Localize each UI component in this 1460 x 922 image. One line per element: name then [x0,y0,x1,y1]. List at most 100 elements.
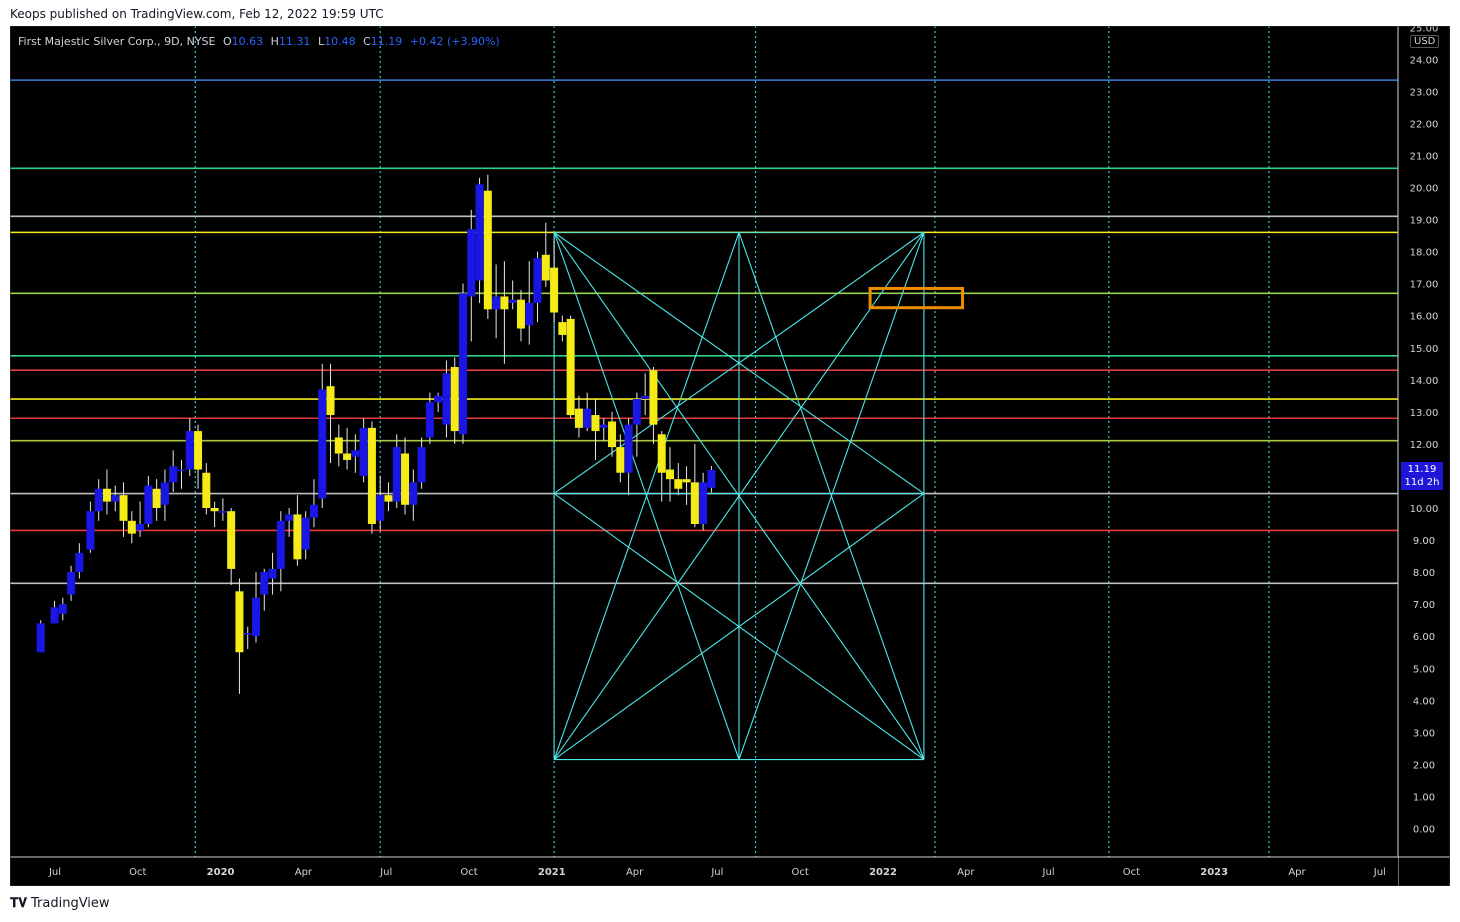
candle-body [169,466,178,483]
candle [690,443,699,528]
candle [657,431,666,502]
candle-body [425,402,434,438]
candle-body [500,296,509,310]
candle-body [442,373,451,425]
low-value: 10.48 [324,35,356,48]
time-tick-label: 2022 [869,867,897,878]
candle [666,447,674,502]
candle-body [467,229,476,297]
candle-body [682,479,691,483]
candle-body [260,572,269,595]
candle [492,264,501,339]
candle-body [608,421,617,448]
candle [384,482,393,512]
chart-frame[interactable]: 0.00 1.00 2.00 3.00 4.00 5.00 6.00 7.00 8.00 9.00… [10,26,1450,886]
candle-body [533,258,542,303]
price-tick-label: 8.00 [1413,568,1435,579]
time-axis: Jul Oct 2020 Apr Jul Oct 2021 Apr Jul Oct 2022 Apr J… [10,26,1450,886]
price-tick-label: 9.00 [1413,536,1435,547]
candle [392,434,401,508]
candle [682,466,691,505]
candle [285,508,294,537]
candle-body [218,511,227,513]
candle [624,418,633,496]
candle-body [285,514,294,521]
candle-body [252,597,260,637]
candle-body [583,408,592,428]
close-label: C [363,35,371,48]
candle-body [541,254,550,281]
candle [276,511,285,592]
candle-body [475,184,484,281]
candle [516,290,525,342]
price-tick-label: 10.00 [1410,504,1439,515]
price-tick-label: 25.00 [1410,26,1439,34]
candle-body [459,293,467,435]
candle [334,424,343,467]
candle [210,501,219,528]
candle [699,472,708,531]
open-label: O [222,35,232,48]
candle [459,283,467,444]
candle [608,411,617,457]
candle-body [202,472,211,508]
candle [707,466,716,493]
candle [127,511,136,544]
candle-body [417,447,426,483]
candle [144,475,153,528]
candlestick-chart[interactable]: 0.00 1.00 2.00 3.00 4.00 5.00 6.00 7.00 8.00 9.00… [10,26,1450,886]
candle-body [450,366,459,432]
candle-body [152,488,161,508]
candle-body [516,299,525,329]
candle-body [632,399,641,425]
candle-body [293,514,302,560]
price-tick-label: 20.00 [1410,184,1439,195]
candle-body [177,469,186,472]
candle [252,572,260,643]
candle-body [492,296,501,310]
time-tick-label: Jul [379,867,392,878]
target-box [868,286,965,310]
price-tick-label: 18.00 [1410,248,1439,259]
fib-line [738,232,925,760]
candle-body [674,479,683,489]
tradingview-logo-icon: 𝐓𝐕 [10,896,27,911]
candle [194,424,203,489]
candle [326,363,335,464]
candle-body [210,508,219,512]
candle-body [50,607,59,624]
candle [632,392,641,457]
candle-body [392,447,401,502]
high-label: H [270,35,279,48]
price-axis-background [1398,26,1450,886]
candle [417,437,426,489]
candle [318,363,327,508]
candle [525,261,534,345]
candle-body [376,495,385,521]
candle-body [401,453,410,505]
price-tick-label: 16.00 [1410,312,1439,323]
candle [434,392,443,412]
currency-button[interactable]: USD [1410,35,1440,48]
open-value: 10.63 [231,35,264,48]
price-tick-label: 0.00 [1413,825,1435,836]
candle-body [409,482,418,505]
candle [50,600,59,624]
candle-body [434,395,443,403]
time-axis-background [10,857,1398,886]
chart-background [10,26,1450,886]
candle-body [384,495,393,502]
time-tick-label: Jul [710,867,723,878]
candle-body [334,437,343,454]
candle-body [649,370,658,425]
candle-body [508,299,517,303]
candle-body [119,495,128,521]
candle [160,469,169,521]
candle [616,434,625,483]
footer-brand[interactable]: 𝐓𝐕 TradingView [10,896,110,911]
brand-name: TradingView [31,896,110,911]
candle-body [160,482,169,505]
candle-body [359,427,368,476]
price-tick-label: 19.00 [1410,216,1439,227]
candle-body [36,623,45,653]
